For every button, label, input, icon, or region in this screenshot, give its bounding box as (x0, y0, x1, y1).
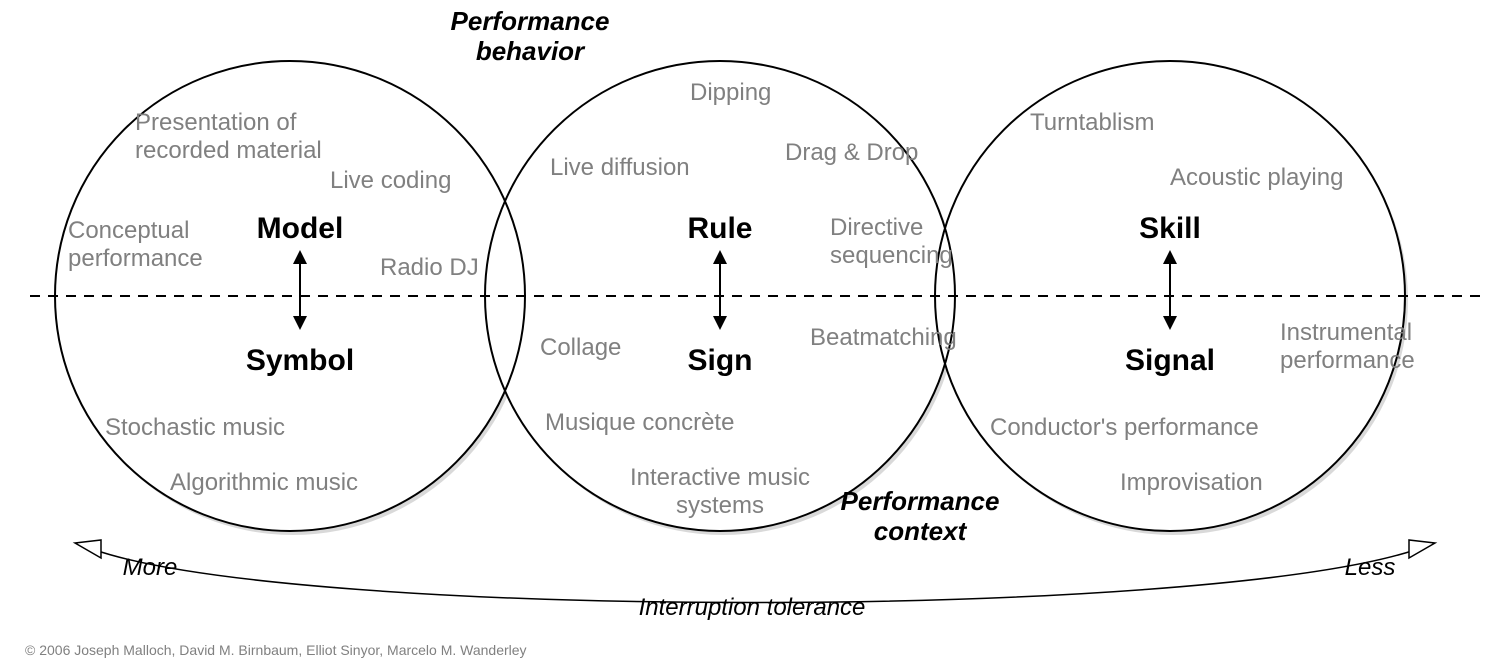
main-bottom-1: Sign (688, 344, 753, 377)
main-top-0: Model (257, 212, 344, 245)
example-12-line0: Musique concrète (545, 409, 734, 436)
example-13-line1: systems (676, 492, 764, 519)
interruption-less: Less (1345, 554, 1396, 581)
example-1-line0: Live coding (330, 167, 451, 194)
header-context-line0: Performance (841, 486, 1000, 516)
example-4-line0: Stochastic music (105, 414, 285, 441)
example-3-line0: Radio DJ (380, 254, 479, 281)
example-5-line0: Algorithmic music (170, 469, 358, 496)
example-2-line1: performance (68, 245, 203, 272)
example-11-line0: Beatmatching (810, 324, 957, 351)
interruption-label: Interruption tolerance (639, 594, 866, 621)
interruption-arrow-right (1409, 540, 1435, 558)
example-16-line1: performance (1280, 347, 1415, 374)
example-14-line0: Turntablism (1030, 109, 1154, 136)
example-13-line0: Interactive music (630, 464, 810, 491)
main-bottom-0: Symbol (246, 344, 354, 377)
header-behavior-line1: behavior (476, 36, 586, 66)
example-16-line0: Instrumental (1280, 319, 1412, 346)
example-17-line0: Conductor's performance (990, 414, 1259, 441)
example-15-line0: Acoustic playing (1170, 164, 1343, 191)
main-top-1: Rule (687, 212, 752, 245)
example-2-line0: Conceptual (68, 217, 189, 244)
header-behavior-line0: Performance (451, 6, 610, 36)
example-10-line0: Collage (540, 334, 621, 361)
main-bottom-2: Signal (1125, 344, 1215, 377)
example-8-line0: Drag & Drop (785, 139, 918, 166)
example-9-line1: sequencing (830, 242, 953, 269)
performance-diagram: PerformancebehaviorPerformancecontextMod… (0, 0, 1505, 665)
example-0-line1: recorded material (135, 137, 322, 164)
interruption-more: More (123, 554, 178, 581)
example-7-line0: Live diffusion (550, 154, 690, 181)
main-top-2: Skill (1139, 212, 1201, 245)
example-6-line0: Dipping (690, 79, 771, 106)
example-0-line0: Presentation of (135, 109, 297, 136)
interruption-arrow-left (75, 540, 101, 558)
example-18-line0: Improvisation (1120, 469, 1263, 496)
copyright-text: © 2006 Joseph Malloch, David M. Birnbaum… (25, 642, 527, 658)
header-context-line1: context (874, 516, 968, 546)
example-9-line0: Directive (830, 214, 923, 241)
